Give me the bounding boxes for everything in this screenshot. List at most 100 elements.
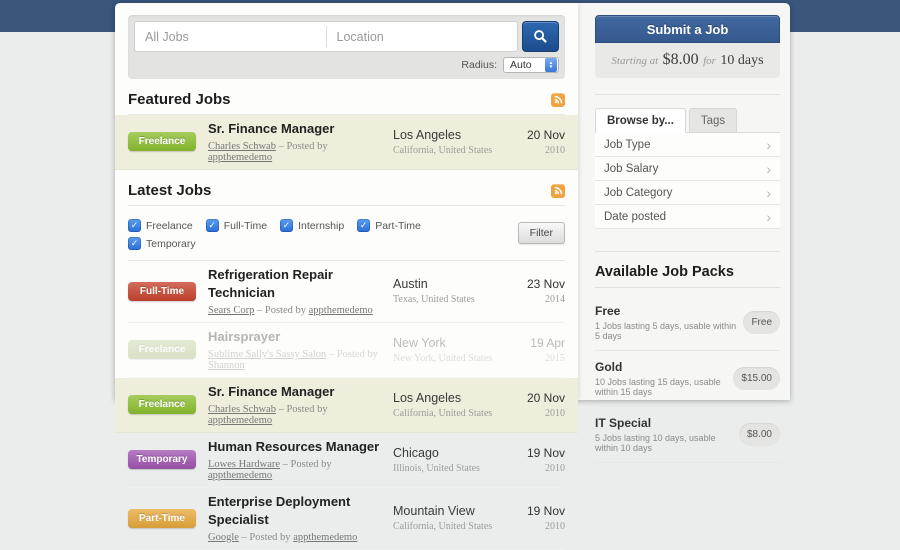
keywords-input[interactable]	[135, 29, 326, 44]
pricing-panel: Starting at $8.00 for 10 days	[595, 43, 780, 78]
pricing-price: $8.00	[662, 51, 699, 68]
job-row[interactable]: Full-Time Refrigeration Repair Technician…	[128, 261, 565, 323]
job-row[interactable]: Temporary Human Resources Manager Lowes Ha…	[128, 433, 565, 488]
browse-item-label: Date posted	[604, 210, 667, 223]
poster-link[interactable]: appthemedemo	[208, 152, 273, 163]
search-button[interactable]	[522, 21, 559, 52]
latest-jobs-list: Full-Time Refrigeration Repair Technician…	[115, 261, 578, 550]
filter-button[interactable]: Filter	[517, 222, 565, 244]
checkbox-checked-icon[interactable]: ✓	[280, 219, 294, 232]
job-type-badge: Freelance	[128, 395, 196, 414]
radius-selected-value: Auto	[510, 59, 532, 71]
job-byline: Charles Schwab – Posted by appthemedemo	[208, 141, 328, 163]
job-date: 20 Nov 2010	[526, 127, 565, 156]
latest-jobs-heading: Latest Jobs	[128, 182, 212, 199]
pack-name: IT Special	[595, 416, 652, 430]
chevron-right-icon: ›	[766, 160, 771, 177]
rss-icon	[554, 95, 562, 104]
job-byline: Google – Posted by appthemedemo	[208, 532, 358, 543]
job-title-link[interactable]: Sr. Finance Manager	[208, 384, 335, 399]
company-link[interactable]: Google	[208, 532, 239, 543]
job-pack-free: Free 1 Jobs lasting 5 days, usable within…	[595, 295, 780, 351]
job-type-badge: Freelance	[128, 340, 196, 359]
job-pack-it-special: IT Special 5 Jobs lasting 10 days, usable…	[595, 407, 780, 463]
job-title-link[interactable]: Human Resources Manager	[208, 439, 380, 454]
checkbox-checked-icon[interactable]: ✓	[205, 219, 219, 232]
job-location: Mountain View California, United States	[393, 504, 493, 532]
job-date: 19 Nov 2010	[526, 504, 565, 532]
job-type-badge: Freelance	[128, 132, 196, 151]
pack-name: Gold	[595, 360, 623, 374]
browse-item-job-category[interactable]: Job Category ›	[595, 181, 780, 205]
tab-browse-by[interactable]: Browse by...	[595, 108, 686, 133]
poster-link[interactable]: appthemedemo	[208, 470, 273, 481]
checkbox-checked-icon[interactable]: ✓	[128, 237, 141, 250]
job-row[interactable]: Freelance Sr. Finance Manager Charles Schw…	[115, 378, 578, 433]
poster-link[interactable]: Shannon	[208, 360, 245, 371]
poster-link[interactable]: appthemedemo	[208, 415, 273, 426]
job-byline: Lowes Hardware – Posted by appthemedemo	[208, 459, 332, 481]
sidebar-divider	[595, 94, 780, 95]
pack-price-badge: $15.00	[733, 367, 780, 390]
job-location: Los Angeles California, United States	[393, 127, 493, 156]
radius-select[interactable]: Auto ▲ ▼	[503, 57, 559, 73]
pricing-middle: for	[703, 55, 716, 67]
company-link[interactable]: Sublime Sally's Sassy Salon	[208, 349, 327, 360]
job-title-link[interactable]: Hairsprayer	[208, 329, 281, 344]
filter-checkboxes: ✓ Freelance ✓ Full-Time ✓ Internship ✓ Part-Tim…	[128, 215, 514, 251]
poster-link[interactable]: appthemedemo	[308, 305, 373, 316]
job-type-badge: Part-Time	[128, 508, 196, 528]
job-byline: Sears Corp – Posted by appthemedemo	[208, 305, 373, 316]
field-divider	[325, 26, 327, 47]
job-type-badge: Full-Time	[128, 281, 196, 301]
pack-price-badge: $8.00	[738, 423, 780, 446]
job-location: Los Angeles California, United States	[393, 390, 493, 419]
job-title-link[interactable]: Enterprise Deployment Specialist	[208, 494, 351, 527]
job-row[interactable]: Freelance Sr. Finance Manager Charles Schw…	[115, 115, 578, 170]
browse-item-job-salary[interactable]: Job Salary ›	[595, 157, 780, 181]
job-search-bar: Radius: Auto ▲▼	[128, 15, 565, 79]
location-input[interactable]	[326, 29, 517, 44]
radius-label: Radius:	[461, 59, 497, 71]
select-stepper-icon: ▲ ▼	[545, 58, 557, 72]
browse-item-job-type[interactable]: Job Type ›	[595, 133, 780, 157]
browse-list: Job Type › Job Salary › Job Category › Date po…	[595, 132, 780, 229]
chevron-right-icon: ›	[766, 184, 771, 201]
browse-item-date-posted[interactable]: Date posted ›	[595, 205, 780, 229]
submit-job-button[interactable]: Submit a Job	[595, 15, 780, 43]
pack-price-badge: Free	[743, 311, 780, 334]
poster-link[interactable]: appthemedemo	[293, 532, 358, 543]
featured-jobs-heading: Featured Jobs	[128, 91, 231, 108]
filter-temporary: ✓ Temporary	[128, 237, 196, 250]
chevron-right-icon: ›	[766, 136, 771, 153]
pricing-prefix: Starting at	[611, 55, 659, 67]
job-row[interactable]: Part-Time Enterprise Deployment Specialis…	[128, 488, 565, 550]
job-byline: Charles Schwab – Posted by appthemedemo	[208, 404, 328, 426]
job-packs-heading: Available Job Packs	[595, 264, 780, 288]
browse-item-label: Job Category	[604, 186, 673, 199]
content-card: Radius: Auto ▲▼ Featured Jobs Freelance S…	[115, 3, 790, 550]
rss-feed-icon[interactable]	[551, 183, 565, 198]
sidebar: Submit a Job Starting at $8.00 for 10 da…	[595, 15, 780, 463]
checkbox-checked-icon[interactable]: ✓	[357, 219, 371, 232]
pack-description: 10 Jobs lasting 15 days, usable within 1…	[595, 377, 721, 397]
filter-freelance: ✓ Freelance	[128, 219, 193, 232]
company-link[interactable]: Lowes Hardware	[208, 459, 281, 470]
job-date: 19 Nov 2010	[526, 445, 565, 474]
job-title-link[interactable]: Sr. Finance Manager	[208, 121, 335, 136]
filter-full-time: ✓ Full-Time	[205, 219, 267, 232]
job-date: 23 Nov 2014	[526, 277, 565, 305]
job-title-link[interactable]: Refrigeration Repair Technician	[208, 267, 333, 300]
company-link[interactable]: Sears Corp	[208, 305, 255, 316]
search-fields	[134, 21, 518, 52]
job-location: Austin Texas, United States	[393, 277, 475, 305]
company-link[interactable]: Charles Schwab	[208, 404, 276, 415]
rss-feed-icon[interactable]	[551, 92, 565, 107]
tab-tags[interactable]: Tags	[688, 108, 738, 132]
checkbox-checked-icon[interactable]: ✓	[128, 219, 141, 232]
job-location: Chicago Illinois, United States	[393, 445, 480, 474]
job-packs-list: Free 1 Jobs lasting 5 days, usable within…	[595, 295, 780, 463]
job-row[interactable]: Freelance Hairsprayer Sublime Sally's Sass…	[128, 323, 565, 378]
pack-name: Free	[595, 304, 621, 318]
company-link[interactable]: Charles Schwab	[208, 141, 276, 152]
